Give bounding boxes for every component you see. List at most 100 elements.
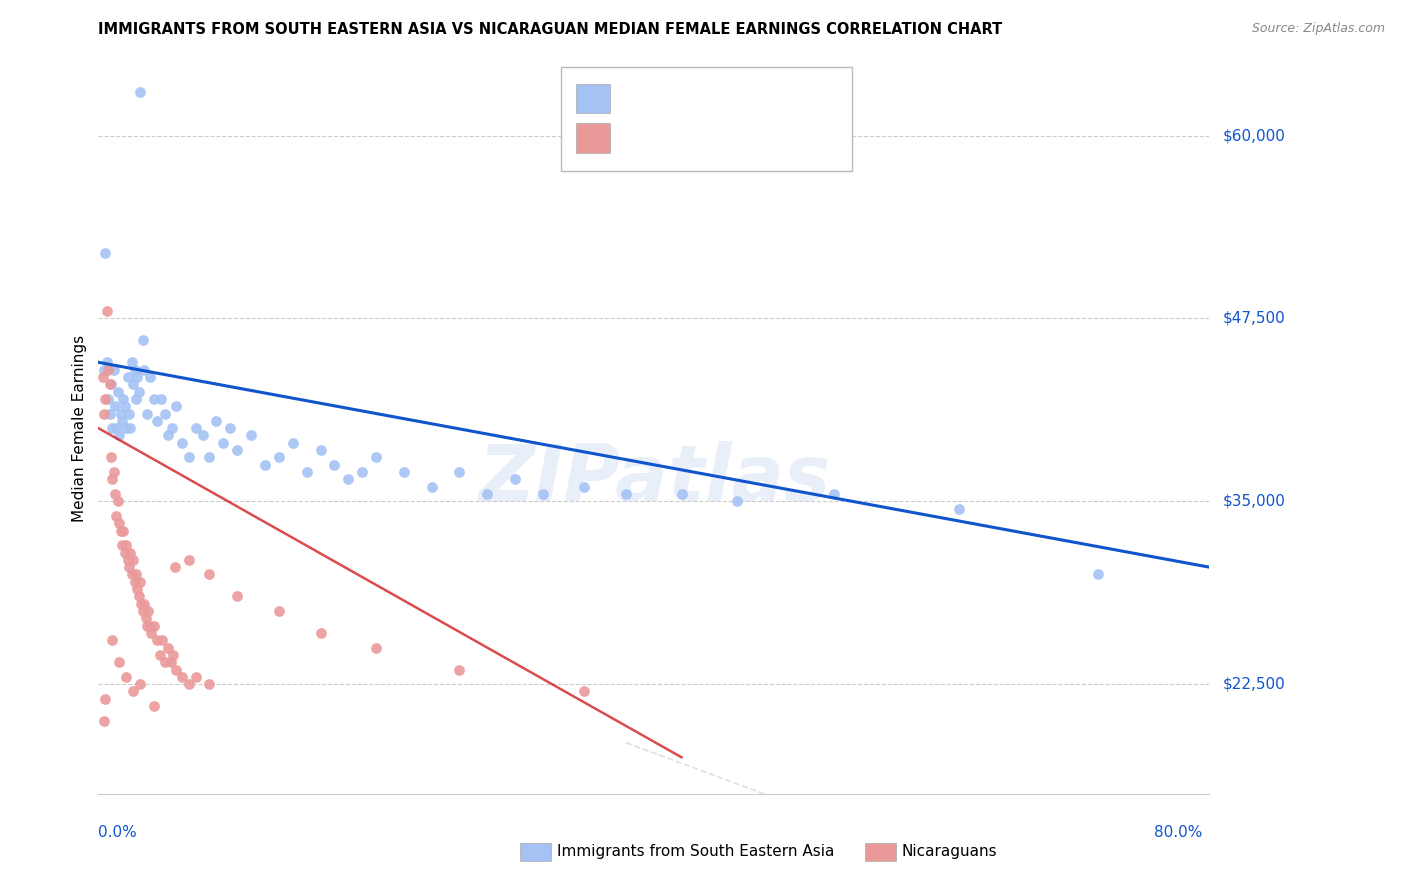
Text: Source: ZipAtlas.com: Source: ZipAtlas.com [1251,22,1385,36]
Point [1087,567,1109,582]
Point [124,574,146,589]
Point [143,392,166,406]
Point [156,640,179,655]
Point [141,626,163,640]
Point [108,428,131,442]
Point [110,407,132,421]
Point [170,435,193,450]
Point [121,567,143,582]
Point [366,640,388,655]
Point [177,677,200,691]
Point [117,553,139,567]
Point [165,663,187,677]
Point [94,691,117,706]
Point [112,524,135,538]
Point [150,633,173,648]
Point [948,501,970,516]
Point [118,560,141,574]
Point [127,582,149,596]
Point [96,355,118,369]
Point [177,553,200,567]
Point [449,465,471,479]
Point [134,362,156,376]
Point [156,428,179,442]
Point [420,480,443,494]
Point [110,524,132,538]
Point [198,450,221,465]
Point [138,604,160,618]
Text: 0.0%: 0.0% [98,825,138,840]
Point [96,304,118,318]
Point [574,684,596,698]
Point [101,472,124,486]
Point [145,633,167,648]
Point [101,633,124,648]
Point [143,699,166,714]
Point [191,428,214,442]
Text: -0.430: -0.430 [647,91,707,109]
Point [162,648,184,662]
Point [104,487,127,501]
Point [93,362,115,376]
Text: ZIPatlas: ZIPatlas [478,442,830,517]
Point [134,597,156,611]
Point [323,458,346,472]
Point [97,362,120,376]
Text: 70: 70 [766,91,789,109]
Point [115,421,138,435]
Point [121,355,143,369]
Point [163,560,186,574]
Point [94,245,117,260]
Point [93,714,115,728]
Point [309,443,332,458]
Point [219,421,242,435]
Point [366,450,388,465]
Point [226,590,249,604]
Point [101,421,124,435]
Point [129,85,152,99]
Text: $60,000: $60,000 [1223,128,1286,143]
Point [98,407,121,421]
Point [309,626,332,640]
Text: N =: N = [727,131,761,146]
Point [205,414,228,428]
Point [198,567,221,582]
Point [212,435,235,450]
Text: $35,000: $35,000 [1223,494,1286,508]
Text: R =: R = [619,131,652,146]
Point [128,590,150,604]
Text: Immigrants from South Eastern Asia: Immigrants from South Eastern Asia [557,845,834,859]
Point [148,648,170,662]
Point [267,450,290,465]
Point [108,516,131,531]
Point [135,611,157,625]
Point [93,407,115,421]
Point [449,663,471,677]
Point [136,407,159,421]
Text: N =: N = [727,92,761,107]
Point [108,655,131,669]
Point [614,487,637,501]
Point [111,538,134,552]
Point [159,655,181,669]
Point [115,538,138,552]
Text: $47,500: $47,500 [1223,311,1286,326]
Text: IMMIGRANTS FROM SOUTH EASTERN ASIA VS NICARAGUAN MEDIAN FEMALE EARNINGS CORRELAT: IMMIGRANTS FROM SOUTH EASTERN ASIA VS NI… [98,22,1002,37]
Point [111,414,134,428]
Point [574,480,596,494]
Point [253,458,276,472]
Point [107,384,129,399]
Text: -0.452: -0.452 [647,130,707,148]
Point [124,362,146,376]
Point [671,487,693,501]
Point [117,370,139,384]
Point [120,545,142,559]
Point [129,677,152,691]
Point [125,392,148,406]
Point [98,377,121,392]
Point [118,407,141,421]
Point [725,494,748,508]
Point [475,487,499,501]
Text: $22,500: $22,500 [1223,677,1286,691]
Point [392,465,415,479]
